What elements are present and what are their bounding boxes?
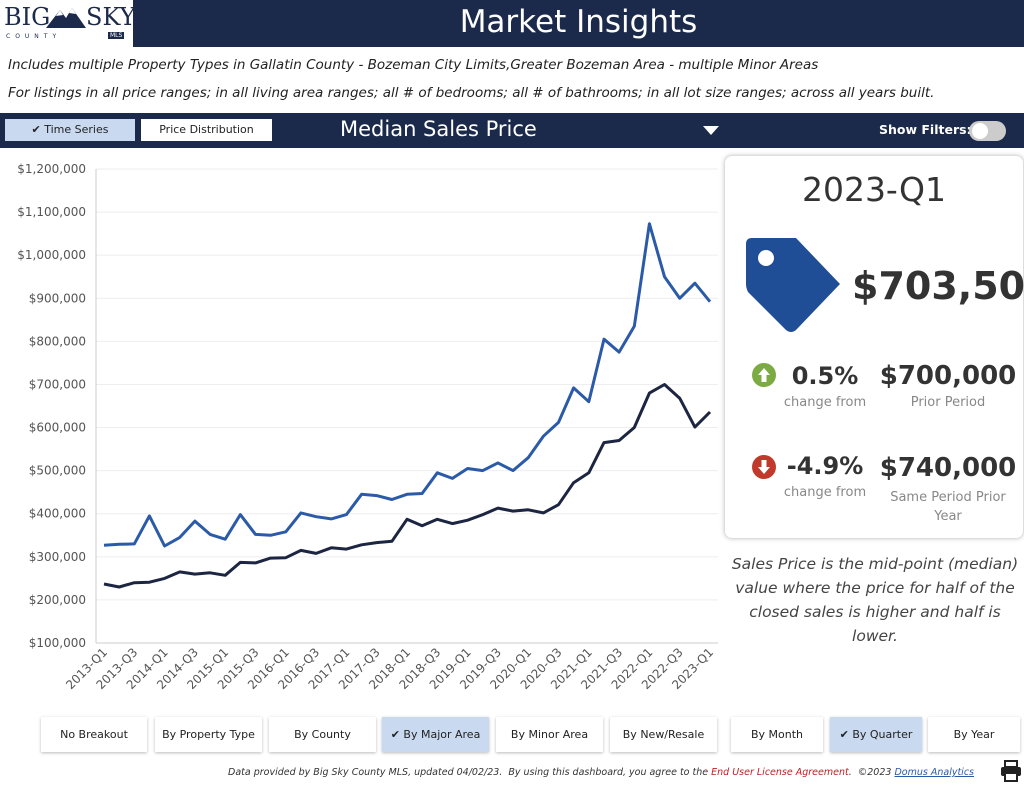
breakout-button[interactable]: No Breakout (41, 717, 147, 752)
copyright: . ©2023 (848, 767, 892, 778)
y-tick-label: $400,000 (29, 507, 86, 521)
logo-badge: MLS (108, 32, 125, 39)
breakout-button[interactable]: By Minor Area (496, 717, 603, 752)
y-tick-label: $1,100,000 (17, 205, 86, 219)
change-value: $700,000 (879, 361, 1017, 391)
period-button[interactable]: ✔ By Quarter (830, 717, 922, 752)
change-percent: 0.5% (791, 362, 859, 390)
breakout-button[interactable]: By County (269, 717, 376, 752)
up-arrow-icon (752, 363, 776, 387)
y-tick-label: $600,000 (29, 421, 86, 435)
logo-text: SKY (86, 3, 136, 31)
show-filters-label: Show Filters: (879, 122, 972, 137)
breakout-button[interactable]: By New/Resale (610, 717, 717, 752)
period-button[interactable]: By Year (928, 717, 1020, 752)
change-caption: Same Period Prior Year (890, 490, 1006, 524)
footer: Data provided by Big Sky County MLS, upd… (228, 767, 974, 778)
description: Sales Price is the mid-point (median) va… (731, 555, 1019, 645)
tab[interactable]: Price Distribution (141, 119, 272, 141)
y-tick-label: $900,000 (29, 291, 86, 305)
y-tick-label: $700,000 (29, 377, 86, 391)
y-tick-label: $800,000 (29, 334, 86, 348)
metric-dropdown[interactable]: Median Sales Price (340, 117, 537, 141)
kpi-value: $703,500 (852, 264, 1024, 308)
y-tick-label: $1,000,000 (17, 248, 86, 262)
print-icon[interactable] (1000, 760, 1022, 782)
line-series (103, 383, 712, 589)
button-label: No Breakout (60, 728, 128, 741)
header (0, 0, 1024, 47)
toggle[interactable] (968, 120, 1008, 142)
change-percent: -4.9% (786, 452, 864, 480)
logo-text: BIG (4, 3, 51, 31)
logo-sub: COUNTY (6, 33, 62, 40)
down-arrow-icon (752, 455, 776, 479)
license-link[interactable]: End User License Agreement (711, 767, 849, 778)
tab-label: Price Distribution (159, 123, 254, 136)
kpi-period: 2023-Q1 (801, 170, 947, 209)
tab[interactable]: ✔ Time Series (5, 119, 135, 141)
y-tick-label: $300,000 (29, 550, 86, 564)
title: Market Insights (459, 4, 698, 40)
logo[interactable]: BIG SKY COUNTY MLS (0, 0, 136, 47)
y-tick-label: $1,200,000 (17, 162, 86, 176)
period-button[interactable]: By Month (731, 717, 823, 752)
filter-line: Includes multiple Property Types in Gall… (8, 57, 819, 73)
button-label: By Property Type (162, 728, 255, 741)
logo-mountain (46, 8, 86, 28)
dropdown-arrow[interactable] (703, 126, 719, 136)
breakout-button[interactable]: ✔ By Major Area (382, 717, 489, 752)
button-label: By Month (750, 728, 804, 741)
change-label: change from (783, 485, 867, 500)
breakout-button[interactable]: By Property Type (155, 717, 262, 752)
tab-label: Time Series (44, 123, 109, 136)
change-value: $740,000 (879, 453, 1017, 483)
button-label: By Quarter (852, 728, 913, 741)
metric: Median Sales Price (340, 117, 537, 141)
y-tick-label: $500,000 (29, 464, 86, 478)
line-series (103, 222, 712, 548)
price-tag-icon (746, 238, 840, 332)
button-label: By New/Resale (622, 728, 705, 741)
y-tick-label: $100,000 (29, 636, 86, 650)
company-link[interactable]: Domus Analytics (894, 767, 974, 778)
y-tick-label: $200,000 (29, 593, 86, 607)
button-label: By Major Area (403, 728, 481, 741)
filter-line: For listings in all price ranges; in all… (8, 85, 935, 101)
chart: $100,000 $200,000 $300,000 $400,000 $500,000… (17, 162, 718, 692)
change-label: change from (783, 395, 867, 410)
button-label: By Minor Area (510, 728, 589, 741)
footer-text: Data provided by Big Sky County MLS, upd… (228, 767, 709, 778)
change-caption: Prior Period (910, 395, 986, 410)
button-label: By County (294, 728, 351, 741)
button-label: By Year (953, 728, 995, 741)
